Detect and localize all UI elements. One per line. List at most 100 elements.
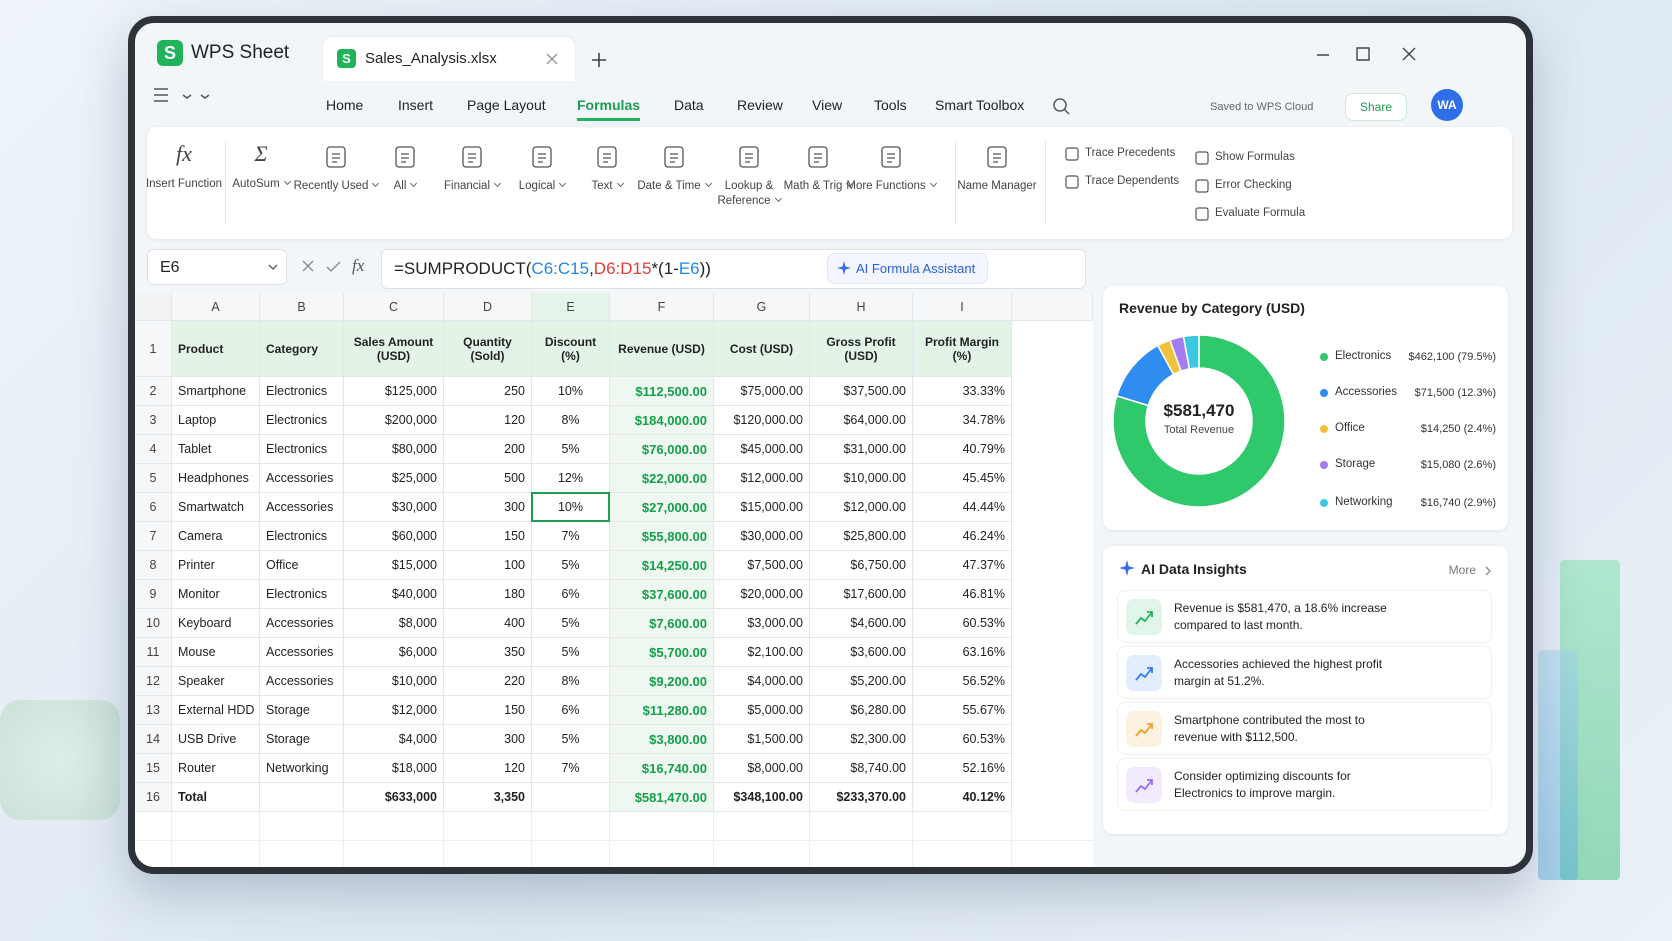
audit-button[interactable]: Show Formulas xyxy=(1215,151,1295,163)
row-header[interactable]: 6 xyxy=(135,493,172,522)
cell[interactable]: 47.37% xyxy=(913,551,1012,580)
cell[interactable]: $30,000.00 xyxy=(714,522,810,551)
cell[interactable]: $75,000.00 xyxy=(714,377,810,406)
cell[interactable]: 5% xyxy=(532,638,610,667)
cell[interactable]: $3,800.00 xyxy=(610,725,714,754)
name-box[interactable]: E6 xyxy=(147,249,287,285)
cell[interactable]: 6% xyxy=(532,696,610,725)
cell[interactable]: $15,000 xyxy=(344,551,444,580)
cell[interactable]: $60,000 xyxy=(344,522,444,551)
cell[interactable]: $12,000.00 xyxy=(714,464,810,493)
ribbon-button[interactable]: Logical xyxy=(497,137,587,231)
column-header[interactable]: A xyxy=(172,293,260,321)
cell[interactable]: $6,750.00 xyxy=(810,551,913,580)
audit-button[interactable]: Trace Dependents xyxy=(1085,175,1180,187)
cell[interactable]: $3,000.00 xyxy=(714,609,810,638)
cell[interactable]: 220 xyxy=(444,667,532,696)
cell[interactable]: $5,200.00 xyxy=(810,667,913,696)
menu-item[interactable]: Tools xyxy=(874,97,907,113)
cell[interactable]: 5% xyxy=(532,435,610,464)
ribbon-button[interactable]: Math & Trig xyxy=(773,137,863,231)
cell[interactable]: 7% xyxy=(532,522,610,551)
cell[interactable]: $184,000.00 xyxy=(610,406,714,435)
cell[interactable]: $55,800.00 xyxy=(610,522,714,551)
share-button[interactable]: Share xyxy=(1345,93,1408,121)
legend-label[interactable]: Storage xyxy=(1335,458,1376,470)
audit-button[interactable]: Trace Precedents xyxy=(1085,147,1176,159)
cell[interactable]: $5,000.00 xyxy=(714,696,810,725)
cell[interactable]: $633,000 xyxy=(344,783,444,812)
cell[interactable]: Keyboard xyxy=(172,609,260,638)
ribbon-button[interactable]: Text xyxy=(562,137,652,231)
cell[interactable]: $10,000.00 xyxy=(810,464,913,493)
row-header[interactable]: 4 xyxy=(135,435,172,464)
cell[interactable]: 200 xyxy=(444,435,532,464)
cell[interactable]: 8% xyxy=(532,406,610,435)
file-tab[interactable]: S Sales_Analysis.xlsx xyxy=(323,37,575,81)
cell[interactable]: 60.53% xyxy=(913,609,1012,638)
column-header[interactable]: B xyxy=(260,293,344,321)
cell[interactable]: 5% xyxy=(532,609,610,638)
menu-item[interactable]: View xyxy=(812,97,843,113)
cell[interactable]: $120,000.00 xyxy=(714,406,810,435)
cell[interactable]: 33.33% xyxy=(913,377,1012,406)
cell[interactable]: Tablet xyxy=(172,435,260,464)
menu-item[interactable]: Page Layout xyxy=(467,97,546,113)
cell[interactable]: $25,800.00 xyxy=(810,522,913,551)
cell[interactable]: $80,000 xyxy=(344,435,444,464)
cell[interactable]: 40.12% xyxy=(913,783,1012,812)
cell[interactable]: $7,500.00 xyxy=(714,551,810,580)
cell[interactable]: $37,500.00 xyxy=(810,377,913,406)
cell[interactable]: 300 xyxy=(444,493,532,522)
cell[interactable]: 400 xyxy=(444,609,532,638)
cell[interactable]: Mouse xyxy=(172,638,260,667)
cell[interactable]: 60.53% xyxy=(913,725,1012,754)
cell[interactable]: Printer xyxy=(172,551,260,580)
ribbon-button[interactable]: Name Manager xyxy=(952,137,1042,231)
cell[interactable]: $20,000.00 xyxy=(714,580,810,609)
cell[interactable]: $27,000.00 xyxy=(610,493,714,522)
insight-item[interactable]: Revenue is $581,470, a 18.6% increase co… xyxy=(1117,590,1492,643)
ribbon-button[interactable]: All xyxy=(360,137,450,231)
ribbon-button[interactable]: Date & Time xyxy=(629,137,719,231)
cell[interactable]: $4,000.00 xyxy=(714,667,810,696)
cell[interactable]: 500 xyxy=(444,464,532,493)
cell[interactable]: Electronics xyxy=(260,522,344,551)
cell[interactable]: Speaker xyxy=(172,667,260,696)
cell[interactable]: $18,000 xyxy=(344,754,444,783)
cell[interactable]: 63.16% xyxy=(913,638,1012,667)
cell[interactable]: 6% xyxy=(532,580,610,609)
ribbon-button[interactable]: More Functions xyxy=(846,137,936,231)
cell[interactable]: $2,300.00 xyxy=(810,725,913,754)
cell[interactable]: $31,000.00 xyxy=(810,435,913,464)
cell[interactable]: 7% xyxy=(532,754,610,783)
row-header[interactable]: 16 xyxy=(135,783,172,812)
cell[interactable]: $15,000.00 xyxy=(714,493,810,522)
cell[interactable]: $76,000.00 xyxy=(610,435,714,464)
cell[interactable]: 180 xyxy=(444,580,532,609)
cell[interactable]: 12% xyxy=(532,464,610,493)
cell[interactable]: Laptop xyxy=(172,406,260,435)
row-header[interactable]: 10 xyxy=(135,609,172,638)
cell[interactable]: 8% xyxy=(532,667,610,696)
cell[interactable]: 46.24% xyxy=(913,522,1012,551)
column-header[interactable]: C xyxy=(344,293,444,321)
ribbon-button[interactable]: Lookup & Reference xyxy=(704,137,794,231)
menu-item[interactable]: Data xyxy=(674,97,704,113)
row-header[interactable]: 14 xyxy=(135,725,172,754)
cell[interactable]: $5,700.00 xyxy=(610,638,714,667)
cell[interactable]: 10% xyxy=(532,377,610,406)
column-header[interactable]: E xyxy=(532,293,610,321)
cell[interactable]: $16,740.00 xyxy=(610,754,714,783)
cell[interactable]: $7,600.00 xyxy=(610,609,714,638)
ribbon-button[interactable]: Recently Used xyxy=(291,137,381,231)
cell[interactable]: $8,000.00 xyxy=(714,754,810,783)
cell[interactable]: $6,000 xyxy=(344,638,444,667)
cell[interactable]: $4,000 xyxy=(344,725,444,754)
cell[interactable]: Total xyxy=(172,783,260,812)
cell[interactable]: 56.52% xyxy=(913,667,1012,696)
audit-button[interactable]: Evaluate Formula xyxy=(1215,207,1306,219)
cell[interactable]: Headphones xyxy=(172,464,260,493)
cell[interactable]: $4,600.00 xyxy=(810,609,913,638)
row-header[interactable]: 7 xyxy=(135,522,172,551)
